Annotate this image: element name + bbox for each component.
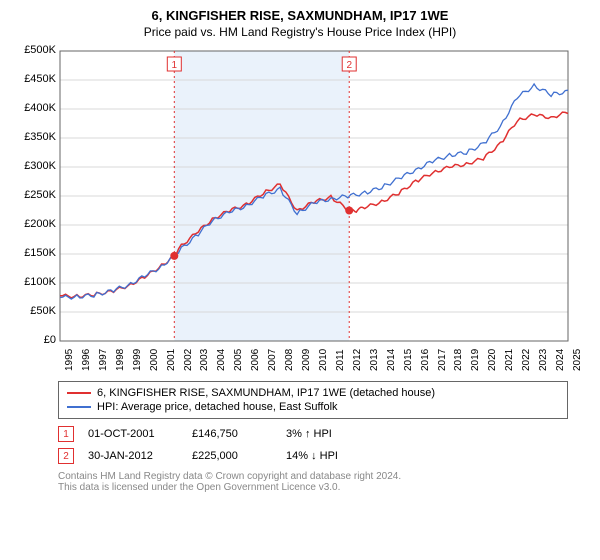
y-axis-label: £300K bbox=[14, 160, 56, 172]
x-axis-label: 2014 bbox=[386, 349, 397, 371]
x-axis-label: 2011 bbox=[335, 349, 346, 371]
x-axis-label: 2008 bbox=[284, 349, 295, 371]
footer-line: This data is licensed under the Open Gov… bbox=[58, 482, 568, 493]
x-axis-label: 2007 bbox=[267, 349, 278, 371]
x-axis-label: 2009 bbox=[301, 349, 312, 371]
legend-swatch bbox=[67, 392, 91, 394]
x-axis-label: 2001 bbox=[166, 349, 177, 371]
legend-label: 6, KINGFISHER RISE, SAXMUNDHAM, IP17 1WE… bbox=[97, 387, 435, 399]
y-axis-label: £250K bbox=[14, 189, 56, 201]
event-diff: 14% ↓ HPI bbox=[286, 450, 376, 462]
chart-title: 6, KINGFISHER RISE, SAXMUNDHAM, IP17 1WE bbox=[14, 8, 586, 23]
x-axis-label: 2016 bbox=[420, 349, 431, 371]
chart-area: 12 £0£50K£100K£150K£200K£250K£300K£350K£… bbox=[14, 45, 586, 375]
events-table: 1 01-OCT-2001 £146,750 3% ↑ HPI 2 30-JAN-2012… bbox=[58, 423, 568, 467]
x-axis-label: 2022 bbox=[521, 349, 532, 371]
x-axis-label: 1997 bbox=[98, 349, 109, 371]
y-axis-label: £150K bbox=[14, 247, 56, 259]
x-axis-label: 1999 bbox=[132, 349, 143, 371]
y-axis-label: £500K bbox=[14, 44, 56, 56]
event-date: 01-OCT-2001 bbox=[88, 428, 178, 440]
legend-swatch bbox=[67, 406, 91, 408]
x-axis-label: 1996 bbox=[81, 349, 92, 371]
y-axis-label: £350K bbox=[14, 131, 56, 143]
x-axis-label: 2000 bbox=[149, 349, 160, 371]
x-axis-label: 2005 bbox=[233, 349, 244, 371]
line-chart-svg: 12 bbox=[14, 45, 586, 375]
x-axis-label: 2015 bbox=[403, 349, 414, 371]
y-axis-label: £0 bbox=[14, 334, 56, 346]
x-axis-label: 2021 bbox=[504, 349, 515, 371]
x-axis-label: 2023 bbox=[538, 349, 549, 371]
x-axis-label: 2025 bbox=[572, 349, 583, 371]
y-axis-label: £450K bbox=[14, 73, 56, 85]
x-axis-label: 1995 bbox=[64, 349, 75, 371]
footer-line: Contains HM Land Registry data © Crown c… bbox=[58, 471, 568, 482]
x-axis-label: 2012 bbox=[352, 349, 363, 371]
x-axis-label: 2003 bbox=[199, 349, 210, 371]
legend: 6, KINGFISHER RISE, SAXMUNDHAM, IP17 1WE… bbox=[58, 381, 568, 419]
legend-label: HPI: Average price, detached house, East… bbox=[97, 401, 338, 413]
x-axis-label: 2017 bbox=[437, 349, 448, 371]
legend-row: 6, KINGFISHER RISE, SAXMUNDHAM, IP17 1WE… bbox=[67, 386, 559, 400]
x-axis-label: 2004 bbox=[216, 349, 227, 371]
chart-subtitle: Price paid vs. HM Land Registry's House … bbox=[14, 25, 586, 39]
svg-text:1: 1 bbox=[172, 60, 178, 71]
event-date: 30-JAN-2012 bbox=[88, 450, 178, 462]
event-row: 2 30-JAN-2012 £225,000 14% ↓ HPI bbox=[58, 445, 568, 467]
x-axis-label: 2018 bbox=[453, 349, 464, 371]
x-axis-label: 2013 bbox=[369, 349, 380, 371]
y-axis-label: £50K bbox=[14, 305, 56, 317]
x-axis-label: 2024 bbox=[555, 349, 566, 371]
x-axis-label: 2006 bbox=[250, 349, 261, 371]
y-axis-label: £200K bbox=[14, 218, 56, 230]
x-axis-label: 2002 bbox=[183, 349, 194, 371]
legend-row: HPI: Average price, detached house, East… bbox=[67, 400, 559, 414]
event-row: 1 01-OCT-2001 £146,750 3% ↑ HPI bbox=[58, 423, 568, 445]
x-axis-label: 2019 bbox=[470, 349, 481, 371]
footer-attribution: Contains HM Land Registry data © Crown c… bbox=[58, 471, 568, 493]
x-axis-label: 2010 bbox=[318, 349, 329, 371]
event-diff: 3% ↑ HPI bbox=[286, 428, 376, 440]
x-axis-label: 1998 bbox=[115, 349, 126, 371]
event-price: £225,000 bbox=[192, 450, 272, 462]
svg-text:2: 2 bbox=[346, 60, 352, 71]
event-marker: 1 bbox=[58, 426, 74, 442]
event-price: £146,750 bbox=[192, 428, 272, 440]
y-axis-label: £100K bbox=[14, 276, 56, 288]
y-axis-label: £400K bbox=[14, 102, 56, 114]
event-marker: 2 bbox=[58, 448, 74, 464]
x-axis-label: 2020 bbox=[487, 349, 498, 371]
